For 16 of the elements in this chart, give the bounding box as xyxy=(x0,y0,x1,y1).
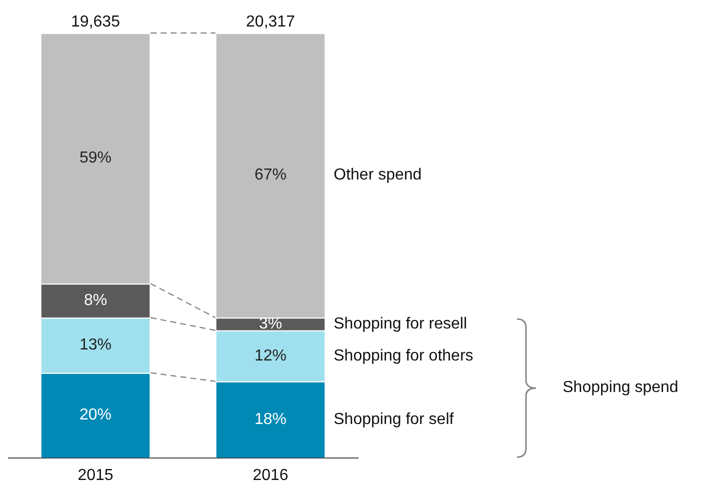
series-label: Other spend xyxy=(334,166,422,184)
series-label: Shopping for others xyxy=(334,347,474,364)
x-tick-label: 2015 xyxy=(78,466,114,484)
text: Shopping spend xyxy=(562,379,678,396)
data-label: 20% xyxy=(79,406,112,424)
x-tick-label: 2016 xyxy=(252,466,288,484)
data-label: 13% xyxy=(79,336,112,354)
data-label: 8% xyxy=(84,292,108,310)
data-label: 18% xyxy=(254,410,287,428)
series-label: Shopping for self xyxy=(334,410,454,428)
data-label: 12% xyxy=(254,347,287,364)
data-label: 67% xyxy=(254,166,287,184)
annotation: 20,317 xyxy=(246,13,296,30)
annotation: 19,635 xyxy=(71,13,120,30)
series-label: Shopping for resell xyxy=(334,315,468,332)
data-label: 59% xyxy=(79,150,112,167)
